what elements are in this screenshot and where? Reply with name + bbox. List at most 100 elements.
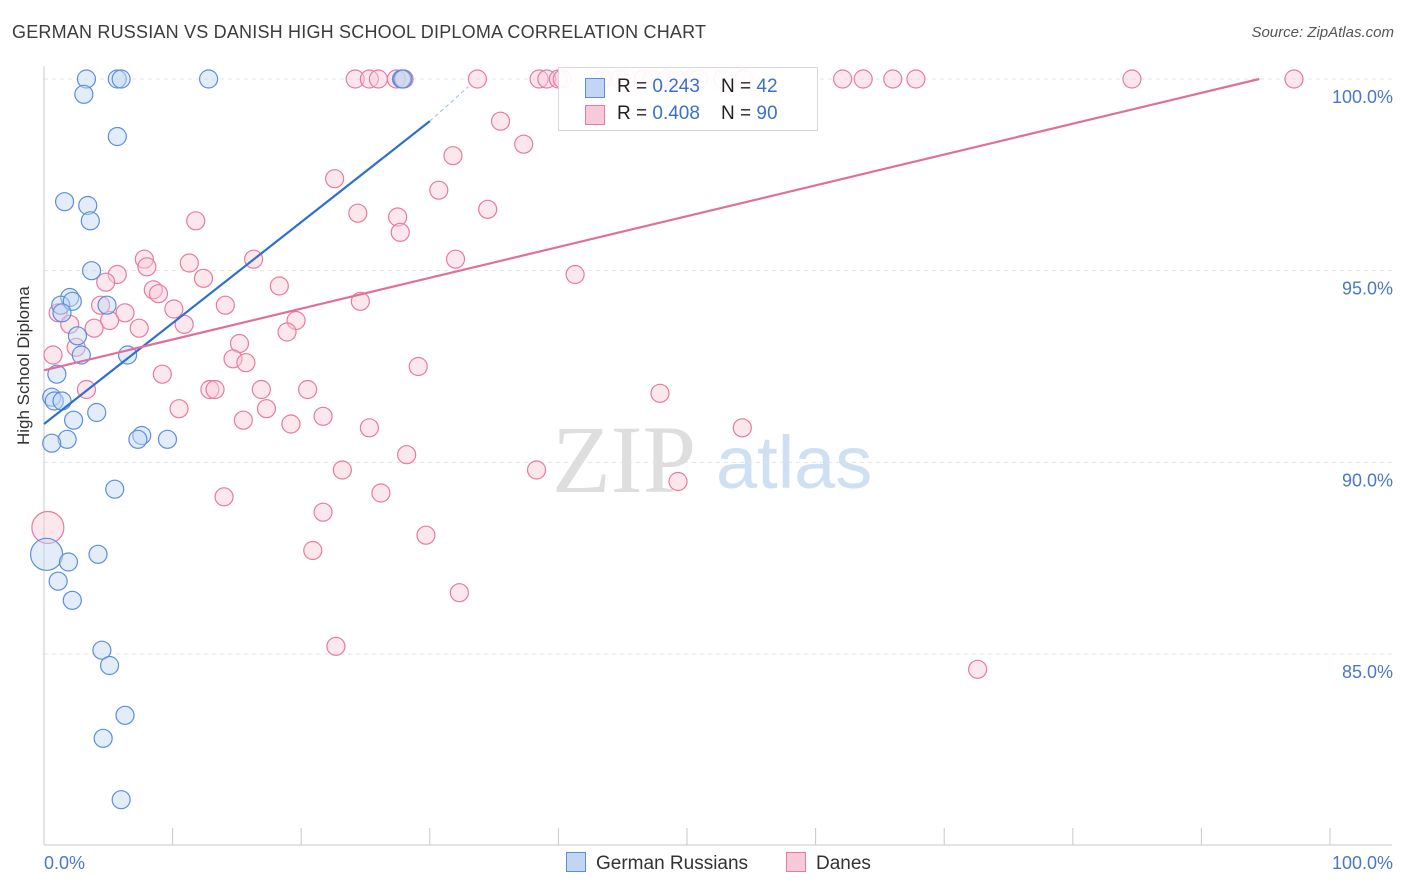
point-danes [143,280,163,300]
trend-line-danes [43,77,1260,372]
point-danes [537,69,557,89]
point-danes [215,295,235,315]
point-danes [390,222,410,242]
point-danes [223,349,243,369]
point-danes [134,249,154,269]
point-danes [313,406,333,426]
source-label: Source: ZipAtlas.com [1251,24,1394,41]
y-tick-label: 85.0% [1342,662,1393,682]
legend-n-label: N = [721,76,757,97]
point-german-russians [111,69,131,89]
point-danes [303,540,323,561]
point-danes [853,69,873,89]
point-danes [408,356,428,377]
point-danes [416,525,436,545]
point-german-russians [74,84,94,104]
point-danes [968,659,988,679]
legend-r-label: R = [617,103,653,124]
point-german-russians [52,391,72,411]
point-german-russians [76,69,97,89]
point-danes [467,69,487,89]
point-danes [193,268,214,288]
point-german-russians [92,640,112,660]
point-danes [205,379,225,400]
point-german-russians [57,429,77,449]
point-danes [565,264,585,285]
trend-lines [43,77,1260,425]
point-german-russians [99,655,120,676]
point-danes [650,383,670,403]
point-danes [96,272,116,292]
point-danes [137,257,157,277]
point-german-russians [80,211,100,231]
point-danes [490,111,511,131]
point-danes [386,69,406,89]
point-danes [200,379,220,400]
point-german-russians [115,705,135,725]
point-danes [883,69,903,89]
point-danes [332,460,352,480]
point-danes [31,510,65,545]
point-danes [251,379,271,400]
point-german-russians [97,295,117,315]
bottom-legend-label-danes: Danes [816,853,871,874]
point-danes [397,445,417,465]
point-danes [90,295,111,315]
point-danes [298,379,318,400]
x-tick-label-min: 0.0% [44,853,85,873]
legend-n-value: 42 [756,76,778,97]
legend-r-value: 0.243 [652,76,700,97]
point-danes [43,345,63,365]
point-german-russians [63,410,84,430]
series-german-russians [29,69,413,810]
point-danes [233,410,253,430]
point-danes [478,199,498,219]
x-tick-label-max: 100.0% [1332,853,1393,873]
point-danes [449,583,469,603]
point-german-russians [78,195,98,216]
point-danes [350,291,370,311]
point-danes [115,303,135,323]
point-danes [345,69,365,89]
y-tick-label: 90.0% [1342,470,1393,490]
point-danes [526,460,547,480]
bottom-legend-danes: Danes [786,852,871,875]
point-danes [269,276,289,296]
bottom-legend-german-russians: German Russians [566,852,748,875]
point-danes [99,310,120,331]
point-danes [1122,69,1142,89]
point-german-russians [107,126,127,147]
point-german-russians [111,790,131,810]
point-danes [60,314,80,334]
legend-r-label: R = [617,76,653,97]
point-german-russians [199,69,219,89]
point-german-russians [42,433,62,453]
bottom-legend-label-german-russians: German Russians [596,853,749,874]
point-danes [152,364,172,384]
point-danes [325,169,345,189]
point-danes [236,353,256,373]
point-danes [445,249,466,269]
series-danes [31,69,1304,679]
point-danes [186,211,206,231]
point-danes [732,418,752,438]
point-german-russians [47,364,67,384]
point-danes [1284,69,1304,89]
point-danes [107,264,127,285]
point-danes [281,414,301,434]
point-german-russians [48,571,68,591]
point-danes [256,399,277,419]
point-danes [514,134,534,154]
point-danes [326,636,346,656]
point-german-russians [44,391,64,411]
point-german-russians [87,402,107,423]
point-german-russians [29,537,64,571]
point-danes [84,318,104,338]
point-danes [371,483,391,503]
point-german-russians [54,192,75,212]
chart-title: GERMAN RUSSIAN VS DANISH HIGH SCHOOL DIP… [12,22,707,42]
point-danes [833,69,853,89]
point-danes [906,69,926,89]
tick-labels: 85.0% 90.0% 95.0% 100.0% 0.0% 100.0% [44,87,1393,873]
